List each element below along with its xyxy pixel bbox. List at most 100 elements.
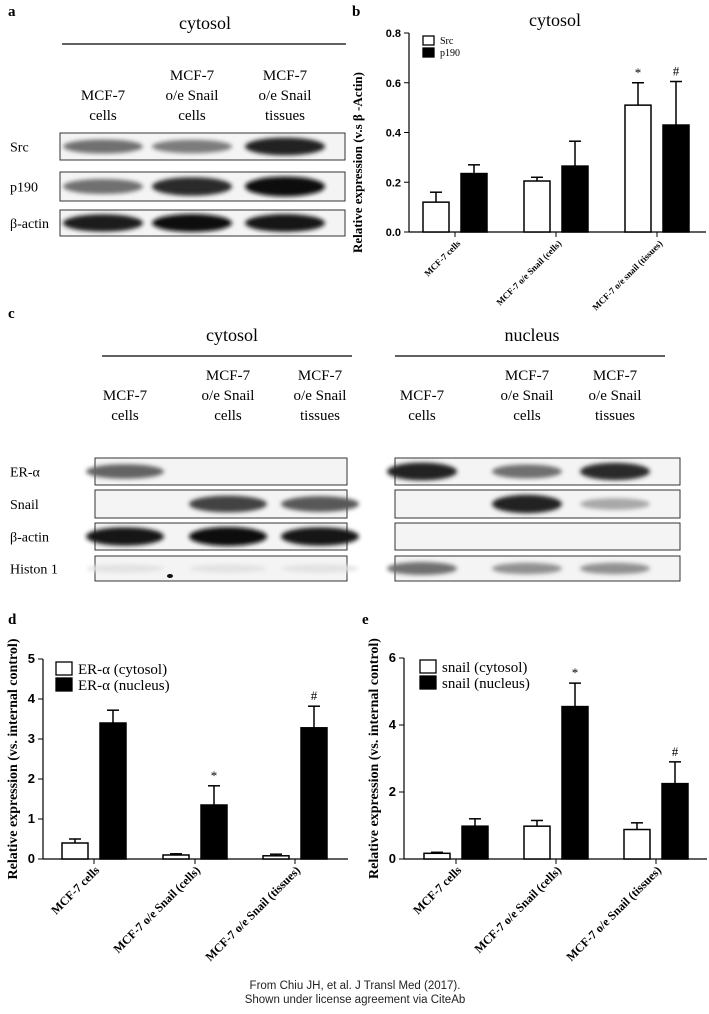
blot-strip xyxy=(94,489,359,519)
panel-a-blots: MCF-7 cells MCF-7 o/e Snail cells MCF-7 o/e Sn… xyxy=(10,68,346,237)
bar-open xyxy=(61,842,89,860)
column-header: MCF-7 xyxy=(170,68,215,84)
blot-band xyxy=(281,527,359,546)
bar-filled xyxy=(662,124,690,233)
y-tick-label: 4 xyxy=(28,691,36,706)
column-header: cells xyxy=(89,108,117,124)
x-tick-label: MCF-7 cells xyxy=(410,863,464,917)
y-tick-label: 1 xyxy=(28,811,35,826)
column-header: MCF-7 xyxy=(206,368,251,384)
y-tick-label: 2 xyxy=(28,771,35,786)
footer-citation: From Chiu JH, et al. J Transl Med (2017)… xyxy=(250,980,461,992)
blot-band xyxy=(152,177,232,196)
column-header: o/e Snail xyxy=(202,388,255,404)
legend-swatch xyxy=(419,659,437,674)
bar-open xyxy=(423,852,451,860)
column-header: cells xyxy=(408,408,436,424)
column-header: o/e Snail xyxy=(259,88,312,104)
column-header: tissues xyxy=(595,408,635,424)
row-label: ER-α xyxy=(10,466,41,481)
blot-strip xyxy=(387,555,681,582)
blot-band xyxy=(86,464,164,479)
row-label: Src xyxy=(10,141,29,156)
x-tick-label: MCF-7 o/e snail (tissues) xyxy=(590,238,664,312)
chart-panel-d: d 0 1 2 3 4 5 Relative expression (vs. internal… xyxy=(6,612,348,964)
blot-strip xyxy=(59,132,346,161)
blot-band xyxy=(63,139,143,154)
y-tick-label: 4 xyxy=(389,717,397,732)
blot-band xyxy=(63,178,143,195)
x-tick-label: MCF-7 o/e Snail (tissues) xyxy=(563,863,664,964)
blot-band xyxy=(492,494,562,514)
blot-band xyxy=(189,495,267,513)
y-tick-label: 3 xyxy=(28,731,35,746)
bar-open xyxy=(162,854,190,860)
legend-label: ER-α (cytosol) xyxy=(78,662,167,678)
chart-panel-e: e 0 2 4 6 Relative expression (vs. internal c… xyxy=(362,612,707,964)
blot-band xyxy=(152,139,232,154)
significance-mark: * xyxy=(211,768,218,783)
blot-strip xyxy=(387,457,681,486)
blot-strip xyxy=(86,555,359,582)
y-tick-label: 2 xyxy=(389,784,396,799)
blot-band xyxy=(86,527,164,546)
legend-label: snail (nucleus) xyxy=(442,676,530,692)
row-label: β-actin xyxy=(10,217,49,232)
legend-swatch xyxy=(419,675,437,690)
blot-strip xyxy=(394,522,681,551)
bar-filled xyxy=(460,172,488,233)
chart-title: cytosol xyxy=(529,10,581,30)
column-header: MCF-7 xyxy=(103,388,148,404)
column-header: cells xyxy=(513,408,541,424)
legend-swatch xyxy=(55,661,73,676)
blot-frame xyxy=(394,522,681,551)
bar-filled xyxy=(99,722,127,860)
blot-band xyxy=(492,562,562,575)
significance-mark: # xyxy=(311,688,318,703)
y-tick-label: 0.4 xyxy=(386,128,402,140)
bar-open xyxy=(422,201,450,233)
blot-strip xyxy=(59,171,346,202)
blot-band xyxy=(63,214,143,232)
blot-band xyxy=(189,564,267,573)
y-tick-label: 0.2 xyxy=(386,177,401,189)
bar-filled xyxy=(661,782,689,860)
y-tick-label: 6 xyxy=(389,650,396,665)
bar-open xyxy=(624,104,652,233)
significance-mark: * xyxy=(635,65,642,80)
panel-c-cytosol-title: cytosol xyxy=(206,325,258,345)
panel-label: d xyxy=(8,612,17,628)
column-header: MCF-7 xyxy=(505,368,550,384)
bar-open xyxy=(523,180,551,233)
bar-open xyxy=(523,825,551,860)
legend-label: p190 xyxy=(440,48,460,59)
column-header: MCF-7 xyxy=(263,68,308,84)
blot-band xyxy=(86,564,164,573)
x-tick-label: MCF-7 o/e Snail (tissues) xyxy=(202,863,303,964)
column-header: MCF-7 xyxy=(400,388,445,404)
column-header: cells xyxy=(178,108,206,124)
blot-band xyxy=(492,464,562,479)
blot-band xyxy=(189,527,267,546)
row-label: Snail xyxy=(10,498,39,513)
significance-mark: # xyxy=(673,64,680,79)
column-header: cells xyxy=(111,408,139,424)
significance-mark: * xyxy=(572,665,579,680)
x-tick-label: MCF-7 cells xyxy=(48,863,102,917)
y-axis-label: Relative expression (vs. internal contro… xyxy=(6,638,21,879)
blot-band xyxy=(580,462,650,481)
blot-band xyxy=(245,137,325,156)
x-tick-label: MCF-7 o/e Snail (cells) xyxy=(494,238,563,307)
column-header: o/e Snail xyxy=(589,388,642,404)
y-tick-label: 0.0 xyxy=(386,227,401,239)
column-header: o/e Snail xyxy=(501,388,554,404)
column-header: o/e Snail xyxy=(166,88,219,104)
panel-label: b xyxy=(352,4,360,20)
legend-label: Src xyxy=(440,36,454,47)
bar-filled xyxy=(561,165,589,233)
blot-band xyxy=(152,214,232,232)
blot-band xyxy=(580,562,650,575)
x-tick-label: MCF-7 o/e Snail (cells) xyxy=(111,863,204,956)
panel-c-nucleus-title: nucleus xyxy=(505,325,560,345)
